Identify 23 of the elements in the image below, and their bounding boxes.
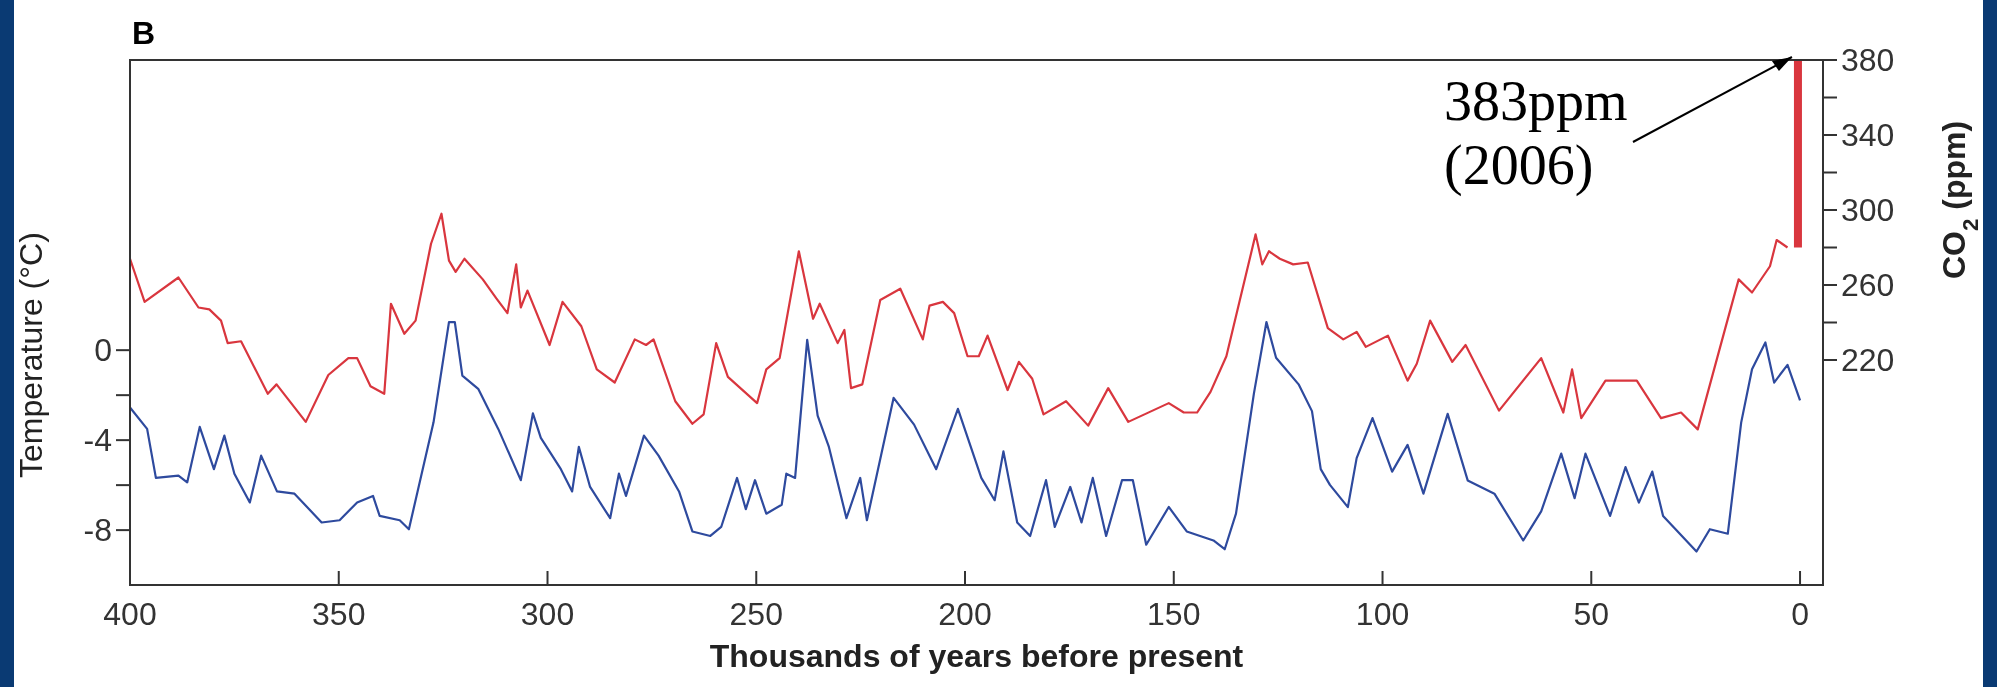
y2-tick-label: 260 (1841, 267, 1895, 304)
y2-tick-label: 220 (1841, 342, 1895, 379)
x-tick-label: 0 (1791, 596, 1809, 632)
x-axis-title: Thousands of years before present (709, 638, 1244, 674)
chart-title: B (132, 15, 156, 51)
annotation: 383ppm (2006) (1444, 70, 1628, 197)
y2-tick-label: 300 (1841, 192, 1895, 229)
y-tick-label: 0 (94, 332, 112, 369)
x-tick-label: 300 (520, 596, 575, 632)
y-tick-label: -4 (83, 422, 112, 459)
line-series (128, 212, 1789, 431)
y2-tick-label: 380 (1841, 42, 1895, 79)
x-tick-label: 400 (103, 596, 157, 632)
y2-tick-label: 340 (1841, 117, 1895, 154)
y-axis-title: Temperature (°C) (13, 232, 49, 478)
x-tick-label: 200 (938, 596, 992, 632)
x-tick-label: 50 (1573, 596, 1610, 632)
x-tick-label: 250 (729, 596, 783, 632)
y-tick-label: -8 (83, 512, 112, 549)
x-tick-label: 350 (312, 596, 366, 632)
x-tick-label: 100 (1355, 596, 1410, 632)
x-tick-label: 150 (1147, 596, 1201, 632)
line-series (128, 320, 1802, 553)
